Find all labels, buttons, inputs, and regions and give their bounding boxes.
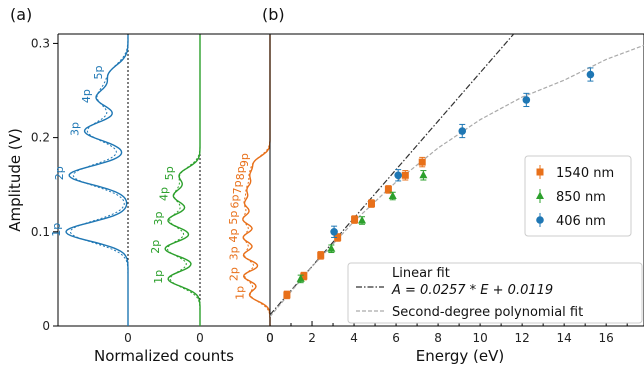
data-point-850-nm: [327, 244, 336, 252]
panel-b: 0 2 4 6 8 10 12 14 16 Energy (eV) 1540 nm 850 nm 4…: [266, 33, 644, 365]
trace-fit: [242, 34, 271, 326]
peak-label: 3p: [228, 246, 241, 260]
legend-series-label: 1540 nm: [556, 166, 614, 181]
x-tick-label: 8: [434, 331, 442, 345]
peak-label: 2p: [228, 267, 241, 281]
data-point-850-nm: [358, 216, 367, 224]
peak-label: 4p: [157, 187, 170, 201]
panel-b-frame: [269, 33, 644, 327]
peak-label: 2p: [149, 240, 162, 254]
legend-marker: [536, 168, 544, 176]
y-axis-label: Amplitude (V): [6, 128, 24, 232]
panel-a-x-label: Normalized counts: [94, 347, 234, 365]
panel-b-label: (b): [262, 5, 285, 24]
trace-zero-label: 0: [124, 331, 132, 345]
x-tick-label: 2: [308, 331, 316, 345]
peak-label: 1p: [50, 223, 63, 237]
peak-label: 9p: [238, 153, 251, 167]
peak-label: 5p: [92, 65, 105, 79]
data-point-406-nm: [586, 70, 595, 79]
data-point-1540-nm: [300, 272, 308, 280]
legend-fits: Linear fit A = 0.0257 * E + 0.0119 Secon…: [347, 262, 643, 324]
legend-marker: [536, 191, 544, 199]
peak-label: 1p: [234, 286, 247, 300]
panel-a-label: (a): [10, 5, 32, 24]
x-tick-label: 16: [599, 331, 614, 345]
trace-zero-label: 0: [196, 331, 204, 345]
data-point-1540-nm: [384, 185, 392, 193]
data-point-406-nm: [458, 127, 467, 135]
data-point-1540-nm: [418, 158, 426, 166]
trace-zero-label: 0: [266, 331, 274, 345]
y-tick-label: 0.3: [31, 36, 50, 50]
peak-label: 3p: [69, 122, 82, 136]
legend-marker: [536, 216, 544, 224]
data-point-1540-nm: [317, 251, 325, 259]
trace-histogram: [242, 34, 271, 326]
peak-label: 8p: [234, 166, 247, 180]
data-point-1540-nm: [367, 200, 375, 208]
peak-label: 1p: [152, 270, 165, 284]
x-tick-label: 14: [557, 331, 572, 345]
data-point-1540-nm: [401, 171, 409, 179]
legend-linear-fit-label: Linear fit: [392, 266, 450, 281]
data-point-406-nm: [330, 228, 338, 236]
peak-label: 6p: [229, 194, 242, 208]
y-tick-label: 0.1: [31, 225, 50, 239]
peak-label: 4p: [80, 89, 93, 103]
legend-series-label: 850 nm: [556, 190, 606, 205]
peak-label: 2p: [53, 166, 66, 180]
legend-fits-box: [347, 262, 643, 324]
data-point-1540-nm: [351, 216, 359, 224]
x-tick-label: 10: [472, 331, 487, 345]
panel-b-x-label: Energy (eV): [416, 347, 504, 365]
poly-fit-line: [270, 44, 644, 317]
legend-series-label: 406 nm: [556, 214, 606, 229]
y-tick-label: 0.2: [31, 131, 50, 145]
data-point-850-nm: [419, 170, 428, 179]
data-point-406-nm: [522, 96, 531, 104]
data-point-1540-nm: [334, 233, 342, 241]
trace-histogram: [164, 34, 201, 326]
legend-linear-fit-equation: A = 0.0257 * E + 0.0119: [391, 283, 553, 298]
x-tick-label: 6: [392, 331, 400, 345]
x-tick-label: 12: [514, 331, 529, 345]
x-tick-label: 0: [266, 331, 274, 345]
x-tick-label: 4: [350, 331, 358, 345]
legend-poly-fit-label: Second-degree polynomial fit: [392, 305, 583, 320]
legend-series-box: [524, 155, 632, 237]
peak-label: 4p: [227, 228, 240, 242]
y-axis: 0 0.1 0.2 0.3 Amplitude (V): [6, 36, 58, 333]
y-tick-label: 0: [42, 319, 50, 333]
peak-label: 7p: [231, 180, 244, 194]
data-point-406-nm: [394, 171, 402, 180]
peak-label: 5p: [163, 166, 176, 180]
peak-label: 5p: [227, 211, 240, 225]
data-point-1540-nm: [283, 291, 291, 299]
data-point-850-nm: [296, 274, 305, 282]
legend-series: 1540 nm 850 nm 406 nm: [524, 155, 632, 237]
trace-histogram: [65, 34, 129, 326]
data-point-850-nm: [388, 191, 397, 200]
peak-label: 3p: [152, 211, 165, 225]
